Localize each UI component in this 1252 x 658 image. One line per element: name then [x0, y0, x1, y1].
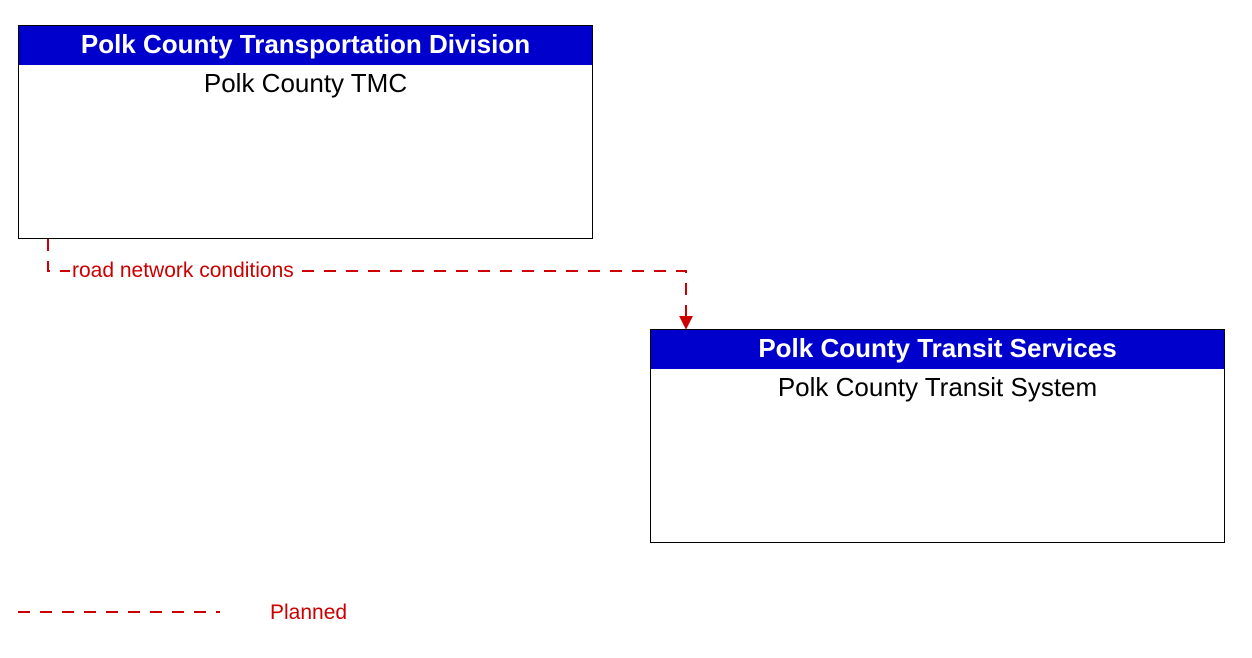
node-transit-body: Polk County Transit System: [651, 369, 1224, 402]
legend-planned-label: Planned: [270, 602, 347, 623]
node-transit: Polk County Transit Services Polk County…: [650, 329, 1225, 543]
node-tmc-body: Polk County TMC: [19, 65, 592, 98]
node-tmc: Polk County Transportation Division Polk…: [18, 25, 593, 239]
edge-road-network-conditions-line: [48, 239, 686, 327]
node-tmc-header: Polk County Transportation Division: [19, 26, 592, 65]
node-transit-header: Polk County Transit Services: [651, 330, 1224, 369]
edge-road-network-conditions-label: road network conditions: [70, 260, 296, 281]
